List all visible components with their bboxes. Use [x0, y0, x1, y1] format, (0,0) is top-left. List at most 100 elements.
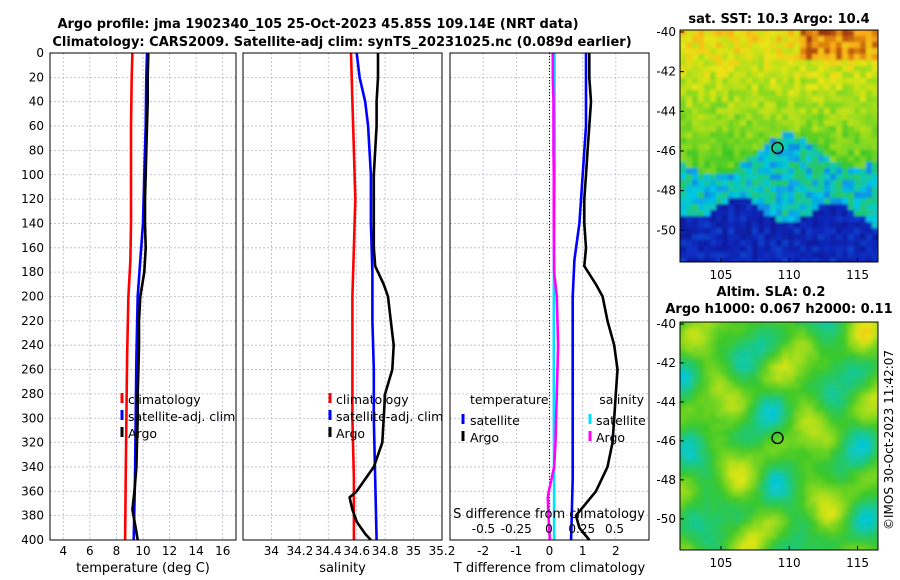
sst-cell [710, 132, 717, 139]
sst-cell [848, 102, 855, 109]
sla-cell [860, 466, 867, 473]
sla-cell [740, 430, 747, 437]
sla-cell [848, 376, 855, 383]
sla-cell [770, 508, 777, 515]
legend-title-salinity: salinity [599, 392, 644, 407]
sla-cell [680, 514, 687, 521]
sla-cell [692, 400, 699, 407]
sla-cell [692, 388, 699, 395]
sla-cell [716, 538, 723, 545]
sla-cell [794, 454, 801, 461]
sla-cell [836, 538, 843, 545]
sst-cell [812, 90, 819, 97]
sst-cell [716, 156, 723, 163]
sst-cell [812, 174, 819, 181]
sst-cell [830, 192, 837, 199]
sst-cell [860, 222, 867, 229]
sla-cell [860, 502, 867, 509]
sst-cell [854, 36, 861, 43]
sla-cell [716, 340, 723, 347]
sst-cell [686, 156, 693, 163]
sst-cell [836, 174, 843, 181]
sla-cell [800, 394, 807, 401]
sst-cell [878, 258, 885, 265]
sst-cell [680, 240, 687, 247]
sla-cell [854, 400, 861, 407]
sla-cell [812, 466, 819, 473]
sla-cell [758, 358, 765, 365]
sla-cell [704, 370, 711, 377]
sla-cell [800, 352, 807, 359]
sla-cell [806, 430, 813, 437]
sst-cell [746, 144, 753, 151]
sla-cell [704, 418, 711, 425]
sst-cell [776, 90, 783, 97]
sla-cell [878, 538, 885, 545]
sla-cell [782, 472, 789, 479]
sst-cell [824, 36, 831, 43]
sla-cell [818, 544, 825, 550]
sla-cell [758, 412, 765, 419]
sla-cell [812, 538, 819, 545]
sla-cell [872, 430, 878, 437]
sst-cell [854, 204, 861, 211]
sla-cell [692, 346, 699, 353]
sst-cell [842, 240, 849, 247]
sla-cell [830, 412, 837, 419]
sla-cell [764, 544, 771, 550]
sla-cell [752, 490, 759, 497]
sst-cell [740, 36, 747, 43]
sst-cell [716, 66, 723, 73]
sla-cell [842, 514, 849, 521]
sla-cell [842, 436, 849, 443]
sst-cell [806, 126, 813, 133]
sla-cell [824, 442, 831, 449]
sst-cell [692, 234, 699, 241]
sst-cell [770, 240, 777, 247]
sla-cell [812, 388, 819, 395]
sla-cell [758, 448, 765, 455]
sst-cell [752, 66, 759, 73]
sla-cell [782, 490, 789, 497]
sst-cell [878, 240, 885, 247]
sla-cell [818, 448, 825, 455]
sla-cell [752, 478, 759, 485]
sla-cell [680, 520, 687, 527]
sst-cell [788, 258, 795, 262]
sst-cell [848, 96, 855, 103]
sst-cell [728, 156, 735, 163]
sla-cell [770, 532, 777, 539]
sst-cell [692, 114, 699, 121]
sla-cell [794, 388, 801, 395]
sst-cell [782, 126, 789, 133]
sst-cell [722, 66, 729, 73]
sst-cell [698, 66, 705, 73]
sla-cell [728, 538, 735, 545]
sst-cell [704, 162, 711, 169]
sst-cell [848, 60, 855, 67]
sla-cell [830, 484, 837, 491]
sla-cell [686, 340, 693, 347]
sla-cell [782, 484, 789, 491]
sst-cell [764, 132, 771, 139]
sst-cell [752, 42, 759, 49]
sla-cell [824, 538, 831, 545]
sla-cell [854, 424, 861, 431]
sst-cell [872, 234, 878, 241]
sla-cell [854, 382, 861, 389]
sla-cell [704, 466, 711, 473]
sst-cell [704, 240, 711, 247]
sst-cell [692, 150, 699, 157]
sst-cell [878, 120, 885, 127]
sla-cell [686, 430, 693, 437]
sst-cell [692, 144, 699, 151]
sla-cell [716, 466, 723, 473]
sla-cell [722, 394, 729, 401]
sst-cell [710, 228, 717, 235]
sla-cell [866, 436, 873, 443]
sst-cell [806, 246, 813, 253]
sst-cell [698, 252, 705, 259]
sst-cell [746, 42, 753, 49]
sla-cell [686, 376, 693, 383]
sst-cell [776, 30, 783, 37]
